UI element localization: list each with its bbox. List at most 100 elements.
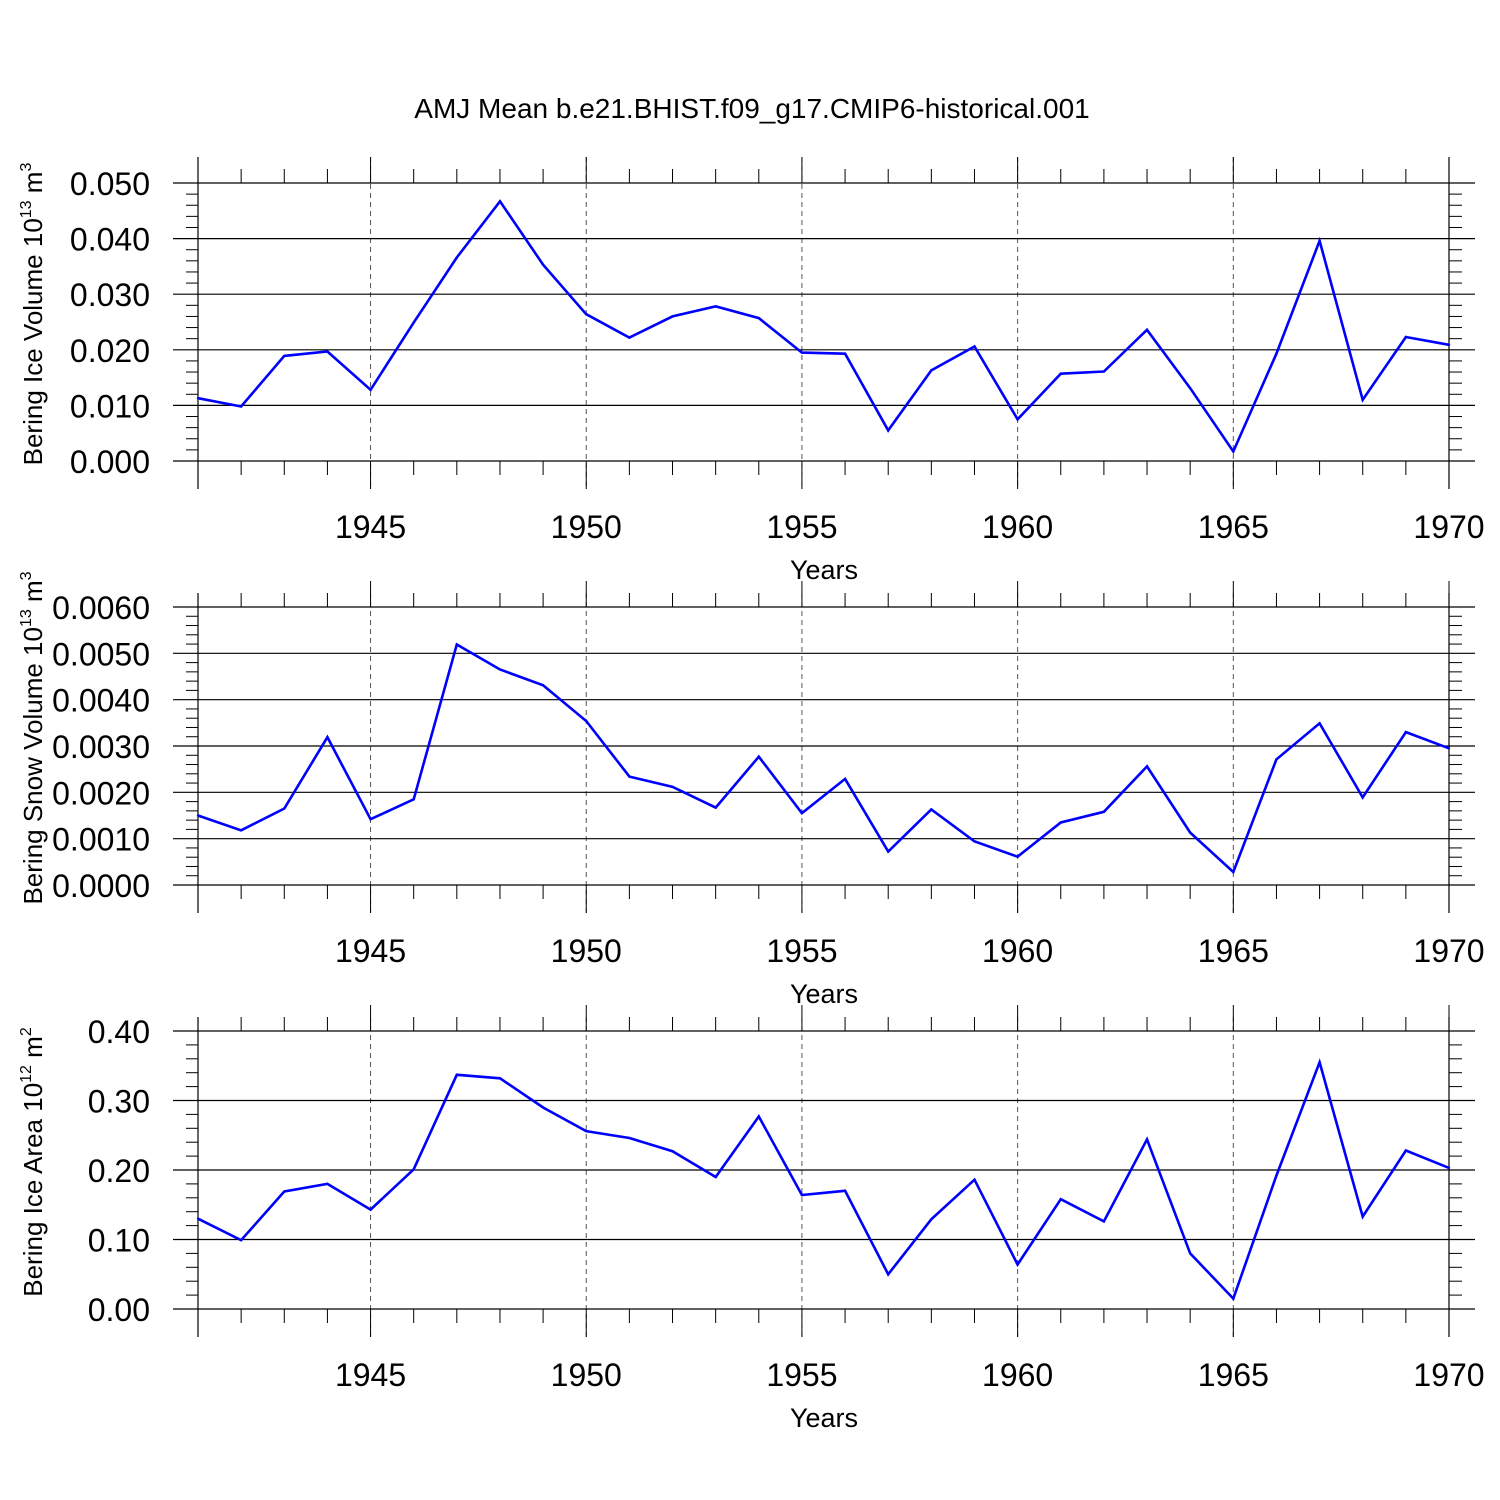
data-point <box>1145 328 1149 331</box>
data-point <box>326 735 329 739</box>
data-point <box>455 643 459 646</box>
data-point <box>1447 1166 1451 1170</box>
data-point <box>369 1208 372 1211</box>
y-axis-label-unit-exp: 3 <box>18 163 35 172</box>
data-point <box>671 315 674 318</box>
data-point <box>887 429 890 432</box>
data-point <box>628 1136 631 1140</box>
data-point <box>196 396 200 400</box>
data-point <box>541 263 545 266</box>
data-point <box>671 785 674 788</box>
data-point <box>239 1238 243 1242</box>
series-line <box>197 642 1450 875</box>
data-point <box>1102 1220 1106 1223</box>
data-point <box>1404 335 1408 339</box>
y-tick-label: 0.0000 <box>52 868 150 904</box>
y-tick-label: 0.0020 <box>52 775 150 811</box>
x-tick-label: 1960 <box>982 509 1053 545</box>
y-tick-label: 0.030 <box>70 277 150 313</box>
y-axis-label-exp: 12 <box>18 1065 35 1083</box>
y-axis-label-exp: 13 <box>18 200 35 218</box>
y-axis-label-exp: 13 <box>18 609 35 627</box>
data-point <box>412 1168 415 1171</box>
data-point <box>628 336 631 339</box>
data-point <box>1232 870 1235 874</box>
data-point <box>1318 722 1321 725</box>
y-axis-label: Bering Ice Volume 1013 m3 <box>18 163 48 466</box>
data-point <box>800 811 804 815</box>
y-tick-label: 0.0060 <box>52 590 150 626</box>
x-tick-label: 1970 <box>1413 933 1484 969</box>
x-tick-label: 1945 <box>335 933 406 969</box>
y-tick-label: 0.000 <box>70 444 150 480</box>
data-point <box>585 313 588 316</box>
y-tick-label: 0.0040 <box>52 683 150 719</box>
data-point <box>714 305 717 308</box>
data-point <box>1275 1174 1278 1177</box>
x-tick-label: 1950 <box>551 1357 622 1393</box>
data-point <box>843 1189 847 1193</box>
data-point <box>973 345 976 348</box>
y-tick-label: 0.010 <box>70 388 150 424</box>
data-point <box>930 1218 933 1221</box>
series-line <box>197 199 1450 455</box>
x-tick-label: 1965 <box>1198 933 1269 969</box>
data-point <box>1232 1297 1235 1300</box>
panel-3: 0.00 0.10 0.20 0.30 0.40 1945 1950 1955 1960 1965… <box>18 1005 1485 1433</box>
x-tick-label: 1945 <box>335 1357 406 1393</box>
data-point <box>541 1106 545 1109</box>
data-point <box>1404 1149 1408 1152</box>
data-point <box>498 1077 502 1080</box>
data-point <box>1232 450 1235 453</box>
y-tick-label: 0.20 <box>88 1153 150 1189</box>
data-point <box>930 369 933 372</box>
data-point <box>1188 831 1192 834</box>
data-point <box>757 316 760 320</box>
data-point <box>326 1182 329 1186</box>
x-tick-label: 1945 <box>335 509 406 545</box>
data-point <box>239 829 243 832</box>
data-point <box>369 388 372 392</box>
panel-2: 0.0000 0.0010 0.0020 0.0030 0.0040 0.0050 0.00… <box>18 571 1485 1009</box>
y-tick-label: 0.040 <box>70 222 150 258</box>
x-tick-label: 1970 <box>1413 509 1484 545</box>
data-point <box>1318 1061 1321 1064</box>
data-point <box>412 321 415 324</box>
data-point <box>887 1273 890 1276</box>
y-tick-label: 0.40 <box>88 1014 150 1050</box>
series-line <box>197 1058 1450 1302</box>
data-point <box>714 1175 717 1179</box>
y-tick-label: 0.020 <box>70 333 150 369</box>
y-axis-label-unit-exp: 2 <box>18 1027 35 1036</box>
y-axis-label: Bering Ice Area 1012 m2 <box>18 1027 48 1297</box>
data-point <box>1145 765 1149 768</box>
y-axis-label-unit: m <box>18 1036 48 1065</box>
x-tick-label: 1955 <box>766 1357 837 1393</box>
data-point <box>326 350 329 353</box>
data-point <box>1059 372 1062 375</box>
data-point <box>800 1193 804 1197</box>
data-point <box>1059 821 1062 824</box>
data-point <box>843 777 847 781</box>
data-point <box>973 1178 976 1181</box>
data-point <box>1016 855 1019 858</box>
data-point <box>973 840 976 843</box>
data-point <box>1016 1263 1019 1266</box>
data-point <box>1404 730 1408 734</box>
data-point <box>671 1150 674 1153</box>
y-axis-label-unit: m <box>18 580 48 609</box>
y-axis-label-text: Bering Ice Area 10 <box>18 1083 48 1297</box>
data-point <box>498 668 502 671</box>
data-point <box>930 808 933 811</box>
data-point <box>887 850 890 853</box>
y-axis-label-text: Bering Ice Volume 10 <box>18 218 48 465</box>
data-point <box>1447 747 1451 750</box>
y-tick-label: 0.0030 <box>52 729 150 765</box>
y-axis-label-text: Bering Snow Volume 10 <box>18 627 48 905</box>
y-tick-label: 0.0050 <box>52 636 150 672</box>
y-tick-label: 0.050 <box>70 166 150 202</box>
x-tick-label: 1950 <box>551 509 622 545</box>
chart-title: AMJ Mean b.e21.BHIST.f09_g17.CMIP6-histo… <box>414 93 1089 124</box>
data-point <box>498 200 502 203</box>
